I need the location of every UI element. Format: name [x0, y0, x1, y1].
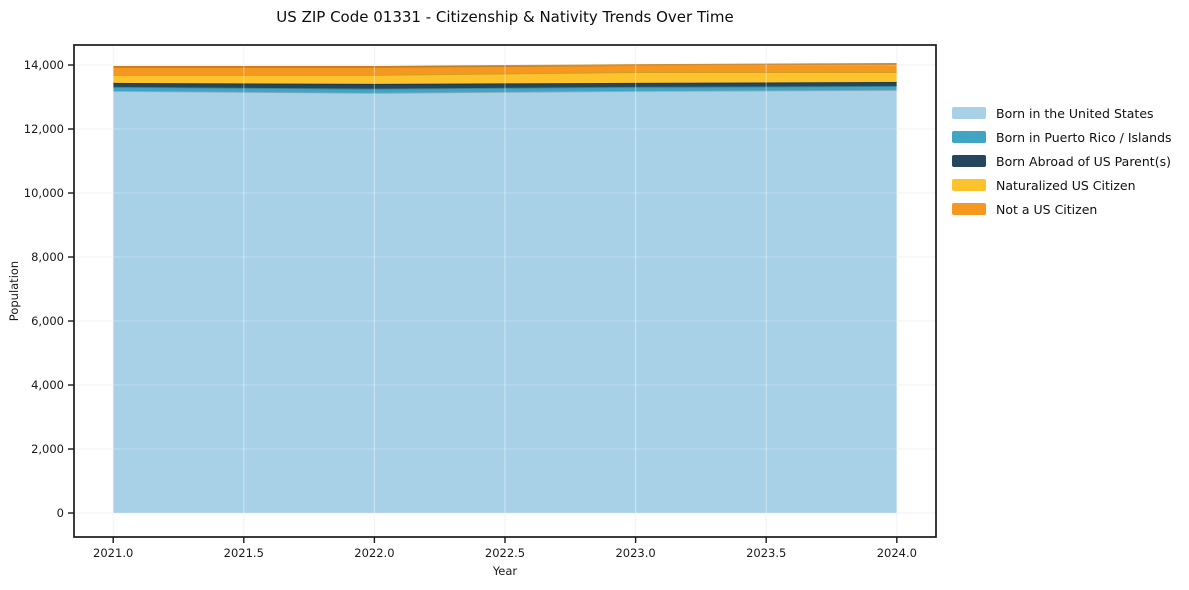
x-tick-label: 2022.5	[485, 546, 525, 560]
legend-label: Born in Puerto Rico / Islands	[996, 129, 1172, 145]
y-tick-label: 14,000	[24, 58, 64, 72]
y-tick-label: 12,000	[24, 122, 64, 136]
chart-title: US ZIP Code 01331 - Citizenship & Nativi…	[276, 8, 734, 26]
legend-item: Born in Puerto Rico / Islands	[952, 125, 1172, 149]
legend-label: Not a US Citizen	[996, 201, 1098, 217]
x-tick-label: 2023.0	[615, 546, 655, 560]
area-series-born-in-the-united-states	[113, 89, 897, 514]
x-tick-label: 2023.5	[746, 546, 786, 560]
y-tick-label: 0	[57, 506, 64, 520]
legend-label: Naturalized US Citizen	[996, 177, 1136, 193]
y-tick-label: 2,000	[31, 442, 64, 456]
legend-swatch	[952, 179, 986, 191]
x-tick-label: 2022.0	[354, 546, 394, 560]
y-tick-label: 6,000	[31, 314, 64, 328]
legend-swatch	[952, 203, 986, 215]
area-series-born-in-puerto-rico-islands	[113, 85, 897, 93]
legend: Born in the United States Born in Puerto …	[952, 101, 1172, 221]
area-edge-line	[113, 85, 897, 90]
legend-swatch	[952, 107, 986, 119]
legend-item: Not a US Citizen	[952, 197, 1172, 221]
y-tick-label: 10,000	[24, 186, 64, 200]
y-axis-label: Population	[7, 260, 21, 322]
y-tick-label: 8,000	[31, 250, 64, 264]
x-tick-label: 2021.0	[93, 546, 133, 560]
legend-swatch	[952, 155, 986, 167]
y-tick-label: 4,000	[31, 378, 64, 392]
legend-item: Born Abroad of US Parent(s)	[952, 149, 1172, 173]
x-tick-label: 2021.5	[224, 546, 264, 560]
x-axis-label: Year	[492, 564, 518, 578]
legend-swatch	[952, 131, 986, 143]
legend-label: Born Abroad of US Parent(s)	[996, 153, 1171, 169]
legend-label: Born in the United States	[996, 105, 1154, 121]
area-series-not-a-us-citizen	[113, 64, 897, 75]
area-edge-line	[113, 63, 897, 68]
x-tick-label: 2024.0	[877, 546, 917, 560]
legend-item: Naturalized US Citizen	[952, 173, 1172, 197]
legend-item: Born in the United States	[952, 101, 1172, 125]
